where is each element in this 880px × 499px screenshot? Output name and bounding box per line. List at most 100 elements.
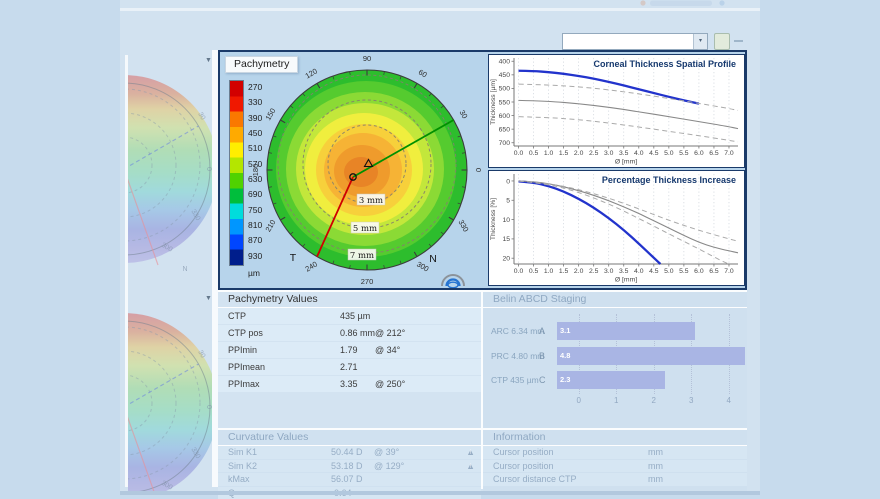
svg-text:N: N bbox=[429, 253, 437, 265]
row-value: 435 µm bbox=[340, 308, 370, 324]
combobox-value bbox=[563, 34, 693, 49]
svg-text:0: 0 bbox=[205, 167, 212, 171]
pachymetry-values-table: CTP435 µmCTP pos0.86 mm@ 212°PPImin1.79@… bbox=[218, 308, 481, 392]
row-at-value: mm bbox=[648, 460, 663, 473]
series-mean bbox=[519, 181, 738, 253]
toolbar-divider bbox=[734, 40, 743, 42]
svg-text:300: 300 bbox=[415, 260, 430, 274]
svg-text:N: N bbox=[182, 266, 187, 273]
svg-text:240: 240 bbox=[304, 260, 319, 274]
svg-text:2.0: 2.0 bbox=[574, 268, 584, 275]
svg-text:5.5: 5.5 bbox=[679, 268, 689, 275]
table-row: PPImean 2.71 bbox=[218, 359, 481, 375]
pachymetry-values-section: Pachymetry Values CTP435 µmCTP pos0.86 m… bbox=[218, 292, 481, 428]
svg-text:4.0: 4.0 bbox=[634, 268, 644, 275]
table-row: kMax56.07 D bbox=[218, 473, 481, 486]
table-row: Cursor positionmm bbox=[483, 446, 747, 459]
table-row: PPImax3.35@ 250° bbox=[218, 376, 481, 392]
svg-text:6.5: 6.5 bbox=[709, 268, 719, 275]
svg-text:6.0: 6.0 bbox=[694, 150, 704, 157]
svg-text:3.0: 3.0 bbox=[604, 268, 614, 275]
svg-text:180: 180 bbox=[251, 164, 260, 177]
svg-text:400: 400 bbox=[499, 59, 511, 66]
belin-bar: 2.3 bbox=[557, 371, 665, 389]
svg-text:120: 120 bbox=[304, 66, 319, 80]
pachymetry-map-area: Pachymetry 27033039045051057063069075081… bbox=[220, 52, 486, 288]
belin-bar-value: 3.1 bbox=[560, 322, 570, 340]
section-title: Belin ABCD Staging bbox=[483, 292, 747, 308]
svg-text:7 mm: 7 mm bbox=[350, 251, 374, 261]
app-window: ▾ 300330300N ▼ bbox=[120, 0, 760, 495]
svg-text:600: 600 bbox=[499, 113, 511, 120]
belin-axis-tick: 0 bbox=[572, 396, 586, 405]
svg-text:Ø [mm]: Ø [mm] bbox=[615, 277, 637, 284]
row-label: kMax bbox=[228, 473, 250, 486]
svg-text:4.5: 4.5 bbox=[649, 268, 659, 275]
svg-text:60: 60 bbox=[417, 67, 429, 79]
row-label: PPImax bbox=[228, 376, 260, 392]
svg-text:0: 0 bbox=[205, 405, 212, 409]
collapse-arrow-icon[interactable]: ▼ bbox=[205, 57, 215, 65]
oculus-logo-icon bbox=[442, 275, 464, 288]
faded-topography-map: 300330300N bbox=[128, 293, 212, 495]
series-mean_lower_sd bbox=[519, 117, 738, 142]
belin-bar-value: 4.8 bbox=[560, 347, 570, 365]
svg-text:30: 30 bbox=[458, 108, 470, 120]
row-label: PPImin bbox=[228, 342, 257, 358]
side-map-panel-top[interactable]: 300330300N bbox=[128, 55, 212, 288]
warning-icon: ▲! bbox=[466, 460, 475, 473]
collapse-arrow-icon[interactable]: ▼ bbox=[205, 295, 215, 303]
svg-text:150: 150 bbox=[263, 107, 277, 122]
belin-stage-label: C bbox=[539, 371, 553, 389]
percentage-increase-chart[interactable]: 0.00.51.01.52.02.53.03.54.04.55.05.56.06… bbox=[488, 170, 745, 286]
svg-text:2.0: 2.0 bbox=[574, 150, 584, 157]
pachymetry-map[interactable]: 03060901201501802102402703003303 mm5 mm7… bbox=[246, 52, 486, 288]
svg-text:270: 270 bbox=[361, 277, 374, 286]
thickness-profile-chart[interactable]: 0.00.51.01.52.02.53.03.54.04.55.05.56.06… bbox=[488, 54, 745, 168]
svg-text:0.5: 0.5 bbox=[529, 150, 539, 157]
row-at-value: mm bbox=[648, 473, 663, 486]
svg-text:5 mm: 5 mm bbox=[353, 224, 377, 234]
svg-text:700: 700 bbox=[499, 140, 511, 147]
window-top-divider bbox=[120, 8, 760, 11]
svg-text:0.5: 0.5 bbox=[529, 268, 539, 275]
row-value: 2.71 bbox=[340, 359, 358, 375]
faded-topography-map: 300330300N bbox=[128, 55, 212, 288]
belin-axis-tick: 4 bbox=[722, 396, 736, 405]
svg-text:500: 500 bbox=[499, 86, 511, 93]
exam-select-combobox[interactable]: ▾ bbox=[562, 33, 708, 50]
series-mean_upper_sd bbox=[519, 181, 738, 241]
section-title: Curvature Values bbox=[218, 430, 481, 446]
row-at-value: @ 212° bbox=[375, 325, 405, 341]
svg-text:10: 10 bbox=[502, 217, 510, 224]
chevron-down-icon[interactable]: ▾ bbox=[693, 34, 707, 49]
svg-text:Corneal Thickness Spatial Prof: Corneal Thickness Spatial Profile bbox=[593, 59, 736, 69]
row-value: 50.44 D bbox=[331, 446, 363, 459]
svg-text:90: 90 bbox=[363, 54, 371, 63]
table-row: CTP435 µm bbox=[218, 308, 481, 324]
svg-text:5.0: 5.0 bbox=[664, 268, 674, 275]
svg-text:6.0: 6.0 bbox=[694, 268, 704, 275]
row-label: Cursor position bbox=[493, 460, 554, 473]
svg-text:0: 0 bbox=[474, 168, 483, 172]
svg-text:0.0: 0.0 bbox=[514, 150, 524, 157]
row-label: Sim K2 bbox=[228, 460, 257, 473]
row-label: PPImean bbox=[228, 359, 265, 375]
color-scale-bar bbox=[229, 80, 244, 266]
belin-stage-label: B bbox=[539, 347, 553, 365]
belin-bar-track: 3.1 bbox=[557, 322, 745, 340]
svg-text:2.5: 2.5 bbox=[589, 150, 599, 157]
warning-icon: ▲! bbox=[466, 446, 475, 459]
side-map-panel-bottom[interactable]: 300330300N bbox=[128, 293, 212, 495]
table-row: CTP pos0.86 mm@ 212° bbox=[218, 325, 481, 341]
belin-abcd-section: Belin ABCD Staging 01234ARC 6.34 mmA3.1P… bbox=[483, 292, 747, 428]
belin-stage-label: A bbox=[539, 322, 553, 340]
table-row: Sim K150.44 D@ 39°▲! bbox=[218, 446, 481, 459]
svg-text:0.0: 0.0 bbox=[514, 268, 524, 275]
oculus-logo-faint bbox=[638, 0, 748, 8]
toolbar-button[interactable] bbox=[714, 33, 730, 50]
row-label: Cursor position bbox=[493, 446, 554, 459]
svg-text:5.0: 5.0 bbox=[664, 150, 674, 157]
svg-text:650: 650 bbox=[499, 126, 511, 133]
svg-text:3 mm: 3 mm bbox=[359, 196, 383, 206]
